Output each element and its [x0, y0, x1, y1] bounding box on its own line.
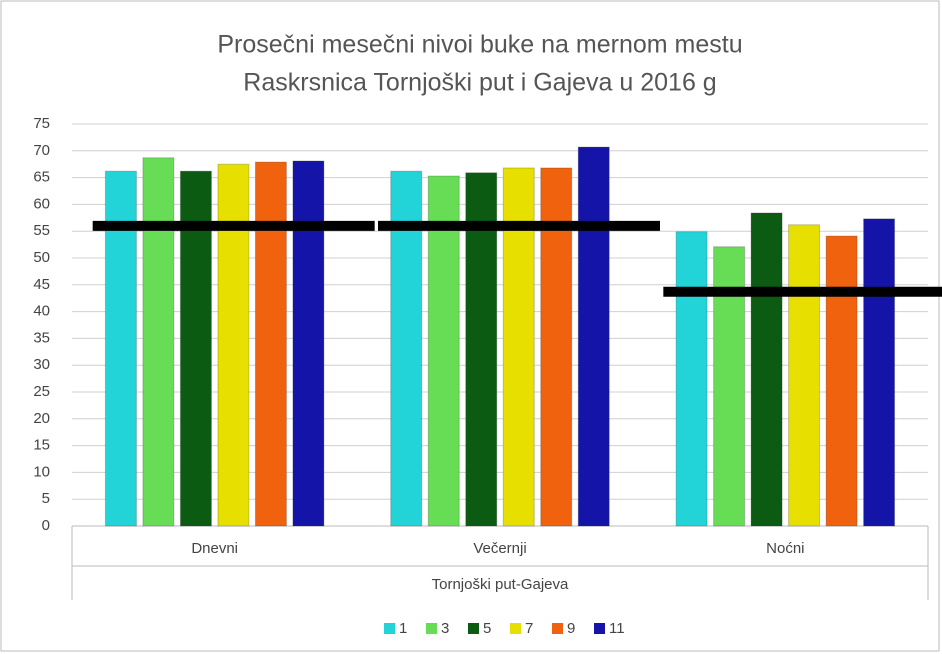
y-tick-label: 30 — [33, 356, 50, 373]
group-label: Tornjoški put-Gajeva — [432, 576, 569, 593]
y-tick-label: 25 — [33, 383, 50, 400]
y-tick-label: 5 — [42, 490, 50, 507]
y-tick-label: 65 — [33, 169, 50, 186]
y-tick-label: 75 — [33, 115, 50, 132]
legend-swatch — [384, 623, 395, 634]
y-tick-label: 45 — [33, 276, 50, 293]
y-tick-label: 0 — [42, 517, 50, 534]
x-tick-label: Noćni — [766, 540, 804, 557]
chart-title: Prosečni mesečni nivoi buke na mernom me… — [217, 31, 742, 59]
bar — [217, 163, 250, 527]
bar — [863, 218, 896, 527]
y-tick-label: 50 — [33, 249, 50, 266]
y-tick-label: 70 — [33, 142, 50, 159]
legend-swatch — [594, 623, 605, 634]
legend-label: 9 — [567, 620, 575, 637]
legend-label: 1 — [399, 620, 407, 637]
y-tick-label: 40 — [33, 303, 50, 320]
chart-title: Raskrsnica Tornjoški put i Gajeva u 2016… — [243, 69, 716, 97]
legend-label: 5 — [483, 620, 491, 637]
x-tick-label: Večernji — [473, 540, 526, 557]
y-tick-label: 20 — [33, 410, 50, 427]
legend-swatch — [552, 623, 563, 634]
bar — [465, 172, 498, 527]
bar — [788, 224, 821, 527]
bar — [292, 160, 325, 527]
bar — [750, 212, 783, 527]
y-tick-label: 15 — [33, 437, 50, 454]
legend-label: 7 — [525, 620, 533, 637]
legend-label: 11 — [609, 620, 625, 637]
y-tick-label: 10 — [33, 463, 50, 480]
legend-swatch — [510, 623, 521, 634]
bar — [254, 161, 287, 527]
bar — [142, 157, 175, 527]
y-tick-label: 55 — [33, 222, 50, 239]
bar — [427, 175, 460, 527]
bar — [577, 146, 610, 527]
y-tick-label: 60 — [33, 195, 50, 212]
legend-label: 3 — [441, 620, 449, 637]
bar — [825, 235, 858, 527]
bar — [675, 231, 708, 527]
legend-swatch — [426, 623, 437, 634]
legend-swatch — [468, 623, 479, 634]
x-tick-label: Dnevni — [191, 540, 238, 557]
y-tick-label: 35 — [33, 329, 50, 346]
